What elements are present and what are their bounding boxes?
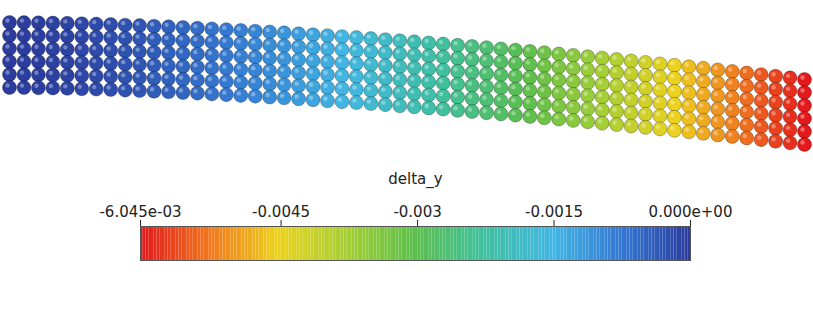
svg-text:0.000e+00: 0.000e+00 [649,203,733,221]
svg-text:-6.045e-03: -6.045e-03 [99,203,181,221]
svg-text:-0.0015: -0.0015 [525,203,583,221]
svg-text:-0.0045: -0.0045 [252,203,310,221]
svg-text:-0.003: -0.003 [393,203,441,221]
svg-text:delta_y: delta_y [388,170,442,189]
